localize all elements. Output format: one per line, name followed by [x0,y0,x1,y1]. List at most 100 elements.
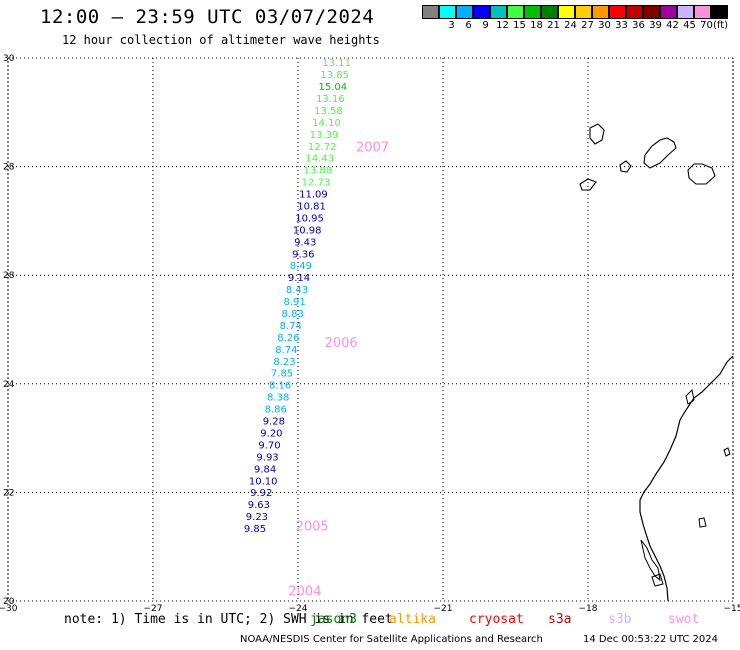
wave-height-label: 9.93 [256,452,278,463]
wave-height-label: 10.98 [293,225,322,236]
colorbar-swatch [490,5,507,19]
wave-height-label: 9.85 [244,524,266,535]
wave-height-label: 9.28 [263,417,285,428]
y-tick-label: 22 [3,488,14,498]
wave-height-label: 13.39 [310,130,339,141]
colorbar-swatch [609,5,626,19]
x-tick-label: −21 [434,604,453,614]
satellite-legend-item: s3a [548,612,572,627]
wave-height-label: 8.26 [277,333,299,344]
wave-height-label: 9.63 [248,500,270,511]
wave-height-label: 10.95 [295,213,324,224]
colorbar-tick-label: 6 [465,20,472,31]
wave-height-label: 9.20 [260,428,282,439]
colorbar-swatch [473,5,490,19]
satellite-legend-item: altika [389,612,436,627]
wave-height-label: 8.49 [290,261,312,272]
colorbar-swatch [524,5,541,19]
colorbar-swatch [507,5,524,19]
track-year-label: 2006 [325,336,358,351]
wave-height-label: 9.36 [292,249,314,260]
wave-height-label: 12.73 [302,178,331,189]
colorbar-tick-label: 24 [564,20,577,31]
coast-detail [685,388,695,405]
colorbar-swatch [660,5,677,19]
wave-height-label: 8.86 [265,405,287,416]
wave-height-label: 8.23 [273,357,295,368]
credit-text: NOAA/NESDIS Center for Satellite Applica… [240,634,543,645]
satellite-legend-item: swot [668,612,700,627]
wave-height-label: 9.43 [294,237,316,248]
coast-detail [723,447,731,457]
y-tick-label: 28 [3,163,15,173]
colorbar-tick-label: 21 [547,20,560,31]
satellite-legend-item: cryosat [469,612,524,627]
island-el-hierro [579,178,597,191]
wave-height-label: 8.43 [286,285,308,296]
wave-height-label: 8.16 [269,381,291,392]
y-tick-label: 30 [3,54,15,64]
colorbar-tick-label: 27 [581,20,594,31]
wave-height-label: 8.83 [282,309,304,320]
track-year-label: 2005 [296,519,329,534]
x-tick-label: −27 [144,604,163,614]
island-la-gomera [619,160,632,173]
colorbar-swatch [626,5,643,19]
wave-height-label: 12.72 [308,142,337,153]
wave-height-label: 14.43 [305,154,334,165]
coastline-africa [639,355,734,602]
colorbar-swatch [694,5,711,19]
x-tick-label: −30 [0,604,18,614]
colorbar-tick-label: 33 [615,20,628,31]
footer-note: note: 1) Time is in UTC; 2) SWH is in fe… [64,612,393,627]
x-tick-label: −15 [724,604,740,614]
page-subtitle: 12 hour collection of altimeter wave hei… [62,33,380,47]
colorbar-swatch [422,5,439,19]
colorbar-tick-label: 30 [598,20,611,31]
colorbar-swatch [439,5,456,19]
wave-height-label: 8.91 [283,297,305,308]
y-tick-label: 28 [3,271,15,281]
wave-height-label: 9.70 [258,440,280,451]
generated-timestamp: 14 Dec 00:53:22 UTC 2024 [583,634,718,645]
coast-detail [698,517,707,528]
track-year-label: 2007 [356,140,389,155]
coast-detail [651,573,664,587]
wave-height-label: 13.16 [316,94,345,105]
colorbar-tick-label: 15 [513,20,526,31]
colorbar-tick-label: 36 [632,20,645,31]
wave-height-label: 8.74 [280,321,302,332]
colorbar-unit: (ft) [713,20,729,31]
wave-height-label: 9.14 [288,273,310,284]
satellite-legend-item: s3b [608,612,632,627]
island-gran-canaria [687,163,716,185]
wave-height-label: 13.85 [320,70,349,81]
coast-detail [640,539,661,582]
island-la-palma [589,123,605,145]
colorbar-swatch [541,5,558,19]
wave-height-label: 14.10 [312,118,341,129]
colorbar-swatch [558,5,575,19]
island-tenerife [643,137,677,169]
wave-height-label: 15.04 [318,82,347,93]
colorbar-tick-label: 12 [496,20,509,31]
colorbar-tick-label: 45 [683,20,696,31]
colorbar-swatch [677,5,694,19]
colorbar-tick-label: 70 [700,20,713,31]
colorbar-swatch [643,5,660,19]
colorbar-swatch [711,5,728,19]
satellite-legend-item: jason3 [310,612,357,627]
wave-height-label: 10.10 [249,476,278,487]
track-year-label: 2004 [288,585,321,600]
wave-height-label: 11.09 [299,190,328,201]
wave-height-label: 13.88 [303,166,332,177]
x-tick-label: −24 [289,604,308,614]
colorbar-swatch [456,5,473,19]
wave-height-label: 13.11 [322,58,351,69]
y-tick-label: 20 [3,597,15,607]
colorbar-tick-label: 9 [482,20,489,31]
colorbar-tick-label: 18 [530,20,543,31]
page-title: 12:00 – 23:59 UTC 03/07/2024 [40,6,375,28]
wave-height-label: 9.23 [246,512,268,523]
